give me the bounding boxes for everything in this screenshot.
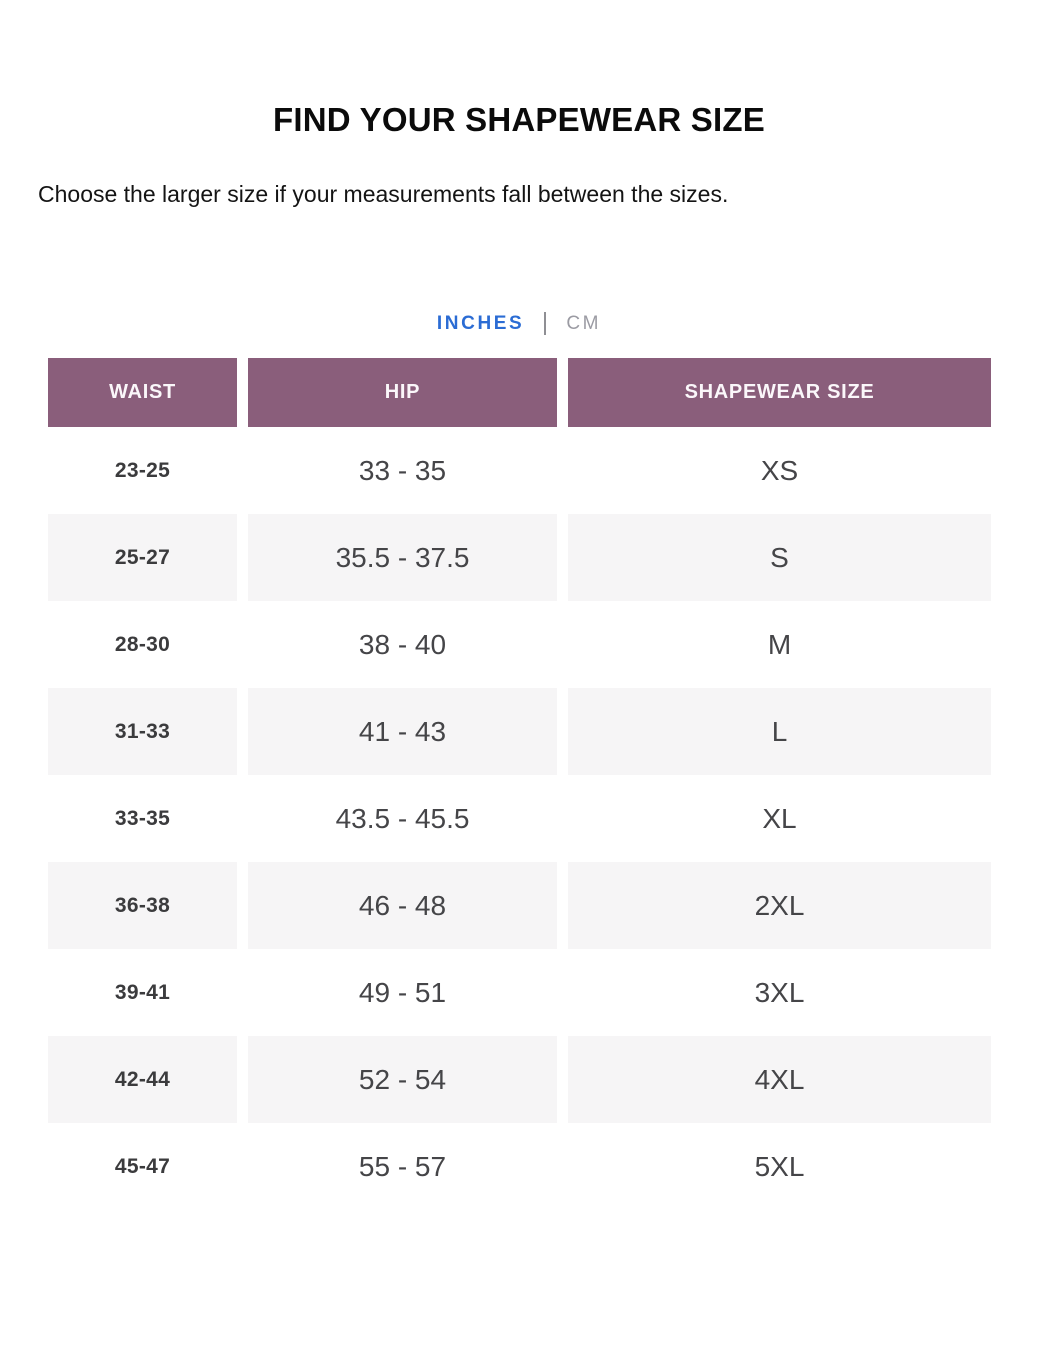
units-divider xyxy=(544,312,547,335)
table-row: 25-27 35.5 - 37.5 S xyxy=(48,514,991,601)
column-header-waist: WAIST xyxy=(48,358,237,427)
units-toggle: INCHES CM xyxy=(0,312,1038,335)
waist-cell: 23-25 xyxy=(114,458,171,482)
size-cell: L xyxy=(568,688,991,775)
size-cell: 3XL xyxy=(754,976,805,1008)
table-row: 39-41 49 - 51 3XL xyxy=(48,949,991,1036)
table-header-row: WAIST HIP SHAPEWEAR SIZE xyxy=(48,358,991,427)
size-guide-page: FIND YOUR SHAPEWEAR SIZE Choose the larg… xyxy=(0,101,1038,1347)
waist-cell: 31-33 xyxy=(48,688,237,775)
page-title: FIND YOUR SHAPEWEAR SIZE xyxy=(273,101,765,138)
waist-cell: 36-38 xyxy=(48,862,237,949)
waist-cell: 33-35 xyxy=(114,806,171,830)
size-cell: XL xyxy=(762,802,797,834)
table-row: 36-38 46 - 48 2XL xyxy=(48,862,991,949)
size-cell: S xyxy=(568,514,991,601)
size-cell: 4XL xyxy=(568,1036,991,1123)
table-row: 23-25 33 - 35 XS xyxy=(48,427,991,514)
waist-cell: 42-44 xyxy=(48,1036,237,1123)
hip-cell: 52 - 54 xyxy=(248,1036,557,1123)
hip-cell: 43.5 - 45.5 xyxy=(335,802,470,834)
table-row: 45-47 55 - 57 5XL xyxy=(48,1123,991,1210)
hip-cell: 55 - 57 xyxy=(358,1150,447,1182)
waist-cell: 25-27 xyxy=(48,514,237,601)
column-header-hip: HIP xyxy=(248,358,557,427)
hip-cell: 33 - 35 xyxy=(358,454,447,486)
hip-cell: 38 - 40 xyxy=(358,628,447,660)
waist-cell: 28-30 xyxy=(114,632,171,656)
waist-cell: 39-41 xyxy=(114,980,171,1004)
table-row: 31-33 41 - 43 L xyxy=(48,688,991,775)
cm-tab[interactable]: CM xyxy=(566,312,602,334)
hip-cell: 35.5 - 37.5 xyxy=(248,514,557,601)
column-header-shapewear-size: SHAPEWEAR SIZE xyxy=(568,358,991,427)
inches-tab[interactable]: INCHES xyxy=(436,312,525,334)
table-row: 33-35 43.5 - 45.5 XL xyxy=(48,775,991,862)
size-cell: 2XL xyxy=(568,862,991,949)
size-cell: XS xyxy=(760,454,799,486)
hip-cell: 49 - 51 xyxy=(358,976,447,1008)
size-cell: M xyxy=(767,628,792,660)
size-chart-table: WAIST HIP SHAPEWEAR SIZE 23-25 33 - 35 X… xyxy=(48,358,991,1210)
size-guidance-note: Choose the larger size if your measureme… xyxy=(38,181,729,207)
table-row: 42-44 52 - 54 4XL xyxy=(48,1036,991,1123)
hip-cell: 41 - 43 xyxy=(248,688,557,775)
waist-cell: 45-47 xyxy=(114,1154,171,1178)
table-row: 28-30 38 - 40 M xyxy=(48,601,991,688)
hip-cell: 46 - 48 xyxy=(248,862,557,949)
size-cell: 5XL xyxy=(754,1150,805,1182)
